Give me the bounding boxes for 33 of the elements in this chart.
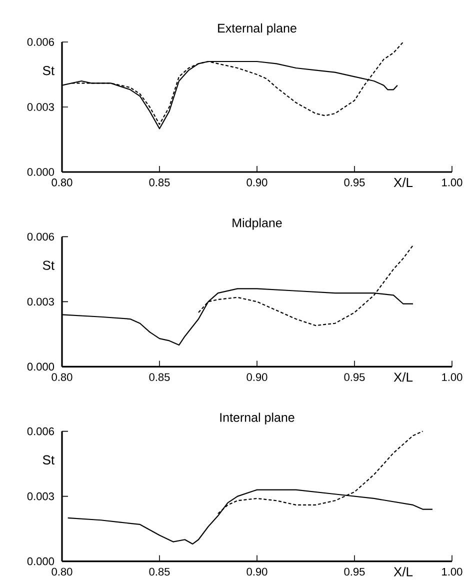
chart-title: External plane [218, 23, 296, 36]
y-axis-title: St [42, 455, 54, 464]
x-tick-label: 0.90 [246, 373, 268, 382]
chart-title: Internal plane [220, 412, 294, 424]
x-tick-label: 0.80 [52, 568, 72, 576]
y-tick-label: 0.003 [27, 492, 54, 500]
y-tick-label: 0.000 [27, 168, 54, 176]
x-axis-title: X/L [394, 178, 413, 188]
x-tick-label: 0.95 [344, 178, 365, 186]
y-tick-label: 0.000 [27, 362, 54, 371]
x-tick-label: 0.85 [149, 373, 170, 382]
x-tick-label: 0.90 [246, 568, 268, 576]
x-tick-label: 0.85 [149, 178, 170, 186]
y-tick-label: 0.003 [27, 103, 54, 111]
x-tick-label: 1.00 [442, 373, 462, 382]
x-axis-title: X/L [394, 566, 413, 576]
x-tick-label: 0.95 [344, 373, 365, 382]
x-tick-label: 0.95 [344, 568, 365, 576]
y-axis-title: St [42, 66, 54, 76]
y-tick-label: 0.000 [27, 557, 54, 566]
x-tick-label: 0.85 [149, 568, 170, 576]
y-tick-label: 0.006 [27, 232, 54, 241]
x-tick-label: 0.90 [246, 178, 268, 186]
y-tick-label: 0.006 [27, 38, 54, 46]
x-tick-label: 1.00 [442, 178, 462, 186]
chart-title: Midplane [232, 218, 282, 230]
y-tick-label: 0.003 [27, 298, 54, 306]
x-axis-title: X/L [394, 372, 413, 382]
x-tick-label: 0.80 [52, 178, 72, 186]
x-tick-label: 0.80 [52, 373, 72, 382]
y-axis-title: St [42, 260, 54, 270]
x-tick-label: 1.00 [442, 568, 462, 576]
y-tick-label: 0.006 [27, 427, 54, 436]
